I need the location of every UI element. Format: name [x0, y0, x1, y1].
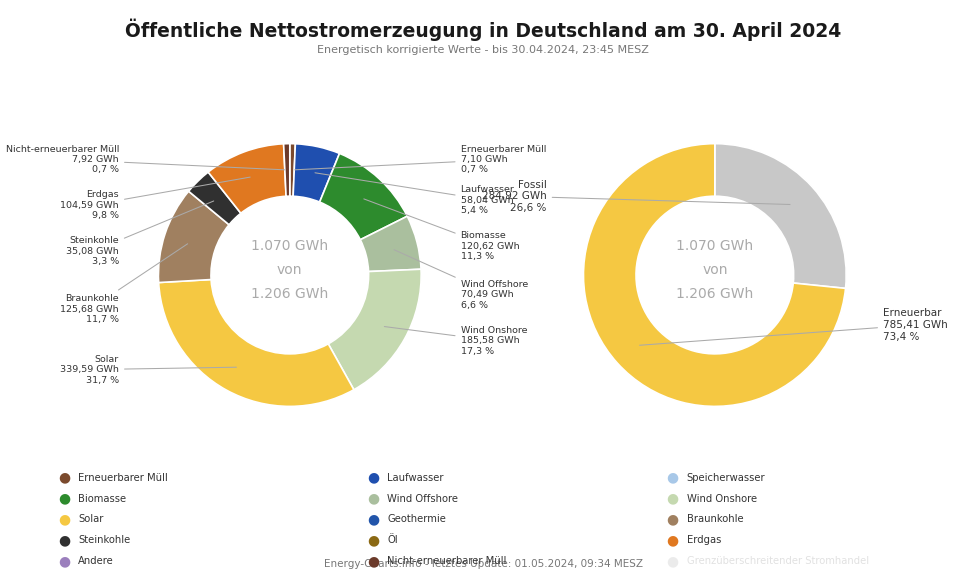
Text: Öl: Öl: [387, 535, 398, 545]
Text: Solar: Solar: [78, 514, 103, 525]
Text: Speicherwasser: Speicherwasser: [687, 472, 765, 483]
Text: Nicht-erneuerbarer Müll
7,92 GWh
0,7 %: Nicht-erneuerbarer Müll 7,92 GWh 0,7 %: [6, 145, 285, 174]
Text: ●: ●: [58, 492, 71, 505]
Text: ●: ●: [58, 512, 71, 526]
Text: ●: ●: [667, 512, 679, 526]
Text: Biomasse: Biomasse: [78, 493, 127, 504]
Text: Öffentliche Nettostromerzeugung in Deutschland am 30. April 2024: Öffentliche Nettostromerzeugung in Deuts…: [125, 19, 841, 41]
Text: ●: ●: [367, 512, 380, 526]
Text: ●: ●: [667, 471, 679, 485]
Text: Fossil
284,92 GWh
26,6 %: Fossil 284,92 GWh 26,6 %: [482, 179, 790, 213]
Wedge shape: [328, 269, 421, 390]
Text: Laufwasser
58,04 GWh
5,4 %: Laufwasser 58,04 GWh 5,4 %: [315, 173, 515, 215]
Text: ●: ●: [367, 471, 380, 485]
Text: Laufwasser: Laufwasser: [387, 472, 443, 483]
Text: Nicht-erneuerbarer Müll: Nicht-erneuerbarer Müll: [387, 556, 507, 566]
Text: ●: ●: [667, 533, 679, 547]
Text: Andere: Andere: [78, 556, 114, 566]
Text: Biomasse
120,62 GWh
11,3 %: Biomasse 120,62 GWh 11,3 %: [364, 199, 519, 261]
Text: Erdgas: Erdgas: [687, 535, 722, 545]
Text: 1.070 GWh
von
1.206 GWh: 1.070 GWh von 1.206 GWh: [251, 239, 328, 301]
Text: Steinkohle
35,08 GWh
3,3 %: Steinkohle 35,08 GWh 3,3 %: [67, 201, 213, 266]
Wedge shape: [715, 144, 846, 288]
Text: Grenzüberschreitender Stromhandel: Grenzüberschreitender Stromhandel: [687, 556, 869, 566]
Text: Wind Offshore
70,49 GWh
6,6 %: Wind Offshore 70,49 GWh 6,6 %: [394, 250, 527, 310]
Text: Geothermie: Geothermie: [387, 514, 446, 525]
Wedge shape: [188, 172, 241, 225]
Text: 1.070 GWh
von
1.206 GWh: 1.070 GWh von 1.206 GWh: [676, 239, 753, 301]
Wedge shape: [360, 216, 421, 272]
Text: ●: ●: [58, 533, 71, 547]
Text: ●: ●: [367, 492, 380, 505]
Text: Erdgas
104,59 GWh
9,8 %: Erdgas 104,59 GWh 9,8 %: [61, 177, 250, 220]
Wedge shape: [209, 144, 286, 213]
Text: Braunkohle
125,68 GWh
11,7 %: Braunkohle 125,68 GWh 11,7 %: [61, 244, 187, 324]
Text: ●: ●: [367, 554, 380, 568]
Text: Erneuerbar
785,41 GWh
73,4 %: Erneuerbar 785,41 GWh 73,4 %: [639, 309, 948, 345]
Text: Wind Offshore: Wind Offshore: [387, 493, 458, 504]
Text: ●: ●: [667, 492, 679, 505]
Text: Energetisch korrigierte Werte - bis 30.04.2024, 23:45 MESZ: Energetisch korrigierte Werte - bis 30.0…: [317, 45, 649, 55]
Wedge shape: [158, 280, 354, 406]
Text: Braunkohle: Braunkohle: [687, 514, 744, 525]
Text: Erneuerbarer Müll: Erneuerbarer Müll: [78, 472, 168, 483]
Text: ●: ●: [58, 554, 71, 568]
Wedge shape: [284, 144, 290, 196]
Wedge shape: [158, 191, 229, 283]
Text: Wind Onshore
185,58 GWh
17,3 %: Wind Onshore 185,58 GWh 17,3 %: [384, 326, 527, 356]
Wedge shape: [293, 144, 339, 202]
Wedge shape: [583, 144, 845, 406]
Text: ●: ●: [667, 554, 679, 568]
Text: ●: ●: [367, 533, 380, 547]
Text: Steinkohle: Steinkohle: [78, 535, 130, 545]
Text: ●: ●: [58, 471, 71, 485]
Text: Energy-Charts.info - letztes Update: 01.05.2024, 09:34 MESZ: Energy-Charts.info - letztes Update: 01.…: [324, 559, 642, 569]
Wedge shape: [290, 144, 296, 196]
Text: Erneuerbarer Müll
7,10 GWh
0,7 %: Erneuerbarer Müll 7,10 GWh 0,7 %: [295, 145, 546, 174]
Text: Solar
339,59 GWh
31,7 %: Solar 339,59 GWh 31,7 %: [60, 355, 237, 384]
Wedge shape: [320, 153, 408, 240]
Text: Wind Onshore: Wind Onshore: [687, 493, 757, 504]
